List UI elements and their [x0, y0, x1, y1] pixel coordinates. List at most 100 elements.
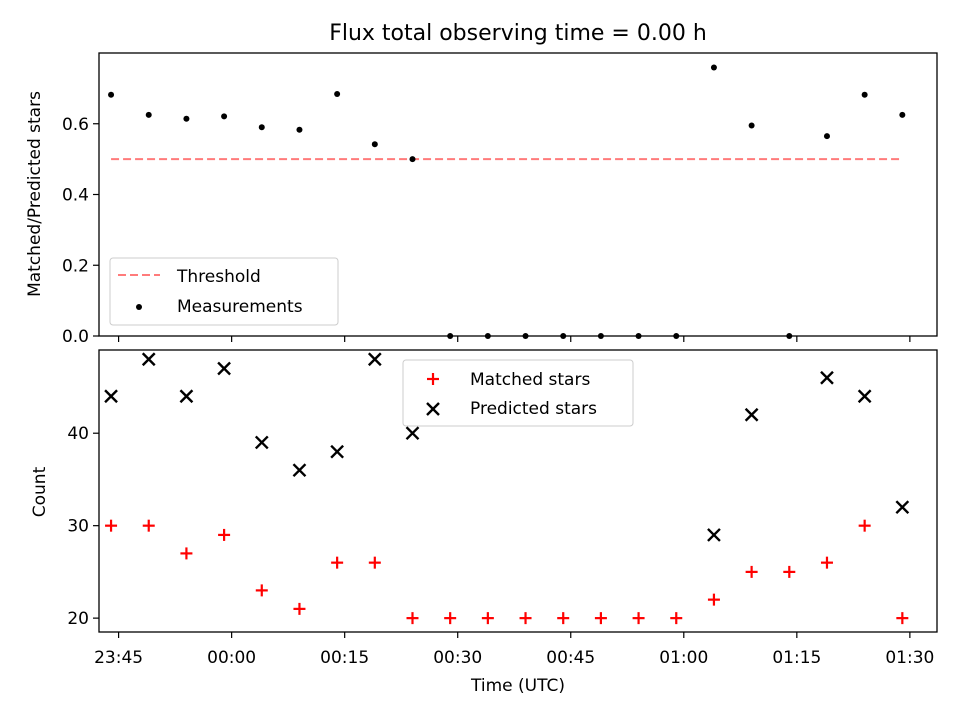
- matched-stars-point: [745, 565, 758, 578]
- matched-stars-point: [594, 612, 607, 625]
- bottom-xtick-label: 00:00: [207, 648, 256, 668]
- measurement-point: [560, 333, 567, 339]
- measurement-point: [899, 111, 906, 118]
- bottom-ytick-label: 20: [67, 609, 89, 629]
- measurement-point: [522, 333, 529, 339]
- measurement-point: [371, 141, 378, 148]
- matched-stars-point: [632, 612, 645, 625]
- predicted-stars-point: [895, 500, 910, 515]
- top-ytick-label: 0.4: [62, 186, 89, 206]
- top-ytick-label: 0.0: [62, 327, 89, 347]
- chart-title: Flux total observing time = 0.00 h: [329, 21, 707, 46]
- matched-stars-point: [670, 612, 683, 625]
- matched-stars-point: [293, 602, 306, 615]
- measurement-point: [597, 333, 604, 339]
- top-plot: 0.0 0.2 0.4 0.6 Threshold Measurements: [62, 52, 938, 347]
- predicted-stars-point: [292, 463, 307, 478]
- predicted-stars-point-b: [744, 407, 759, 422]
- top-ytick-label: 0.6: [62, 115, 89, 135]
- bottom-ylabel: Count: [30, 466, 50, 517]
- measurement-point: [258, 124, 265, 131]
- bottom-ytick-label: 40: [67, 424, 89, 444]
- bottom-axes-frame: [98, 349, 938, 633]
- matched-stars-point: [180, 547, 193, 560]
- predicted-stars-point: [744, 407, 759, 422]
- predicted-stars-point: [330, 444, 344, 459]
- top-ytick-label: 0.2: [62, 256, 89, 276]
- predicted-stars-point-b: [254, 435, 269, 450]
- predicted-stars-point-b: [367, 352, 382, 367]
- legend-measurements-swatch: [136, 304, 142, 310]
- predicted-stars-point-b: [330, 444, 344, 459]
- bottom-xtick-label: 23:45: [94, 648, 143, 668]
- matched-stars-point: [255, 584, 268, 597]
- predicted-stars-point: [405, 426, 420, 441]
- measurement-point: [786, 333, 793, 339]
- matched-stars-point: [481, 612, 494, 625]
- matched-stars-point: [783, 565, 796, 578]
- legend-measurements-label: Measurements: [177, 297, 303, 317]
- predicted-stars-point: [367, 352, 382, 367]
- bottom-xtick-label: 00:45: [546, 648, 595, 668]
- measurement-point: [484, 333, 491, 339]
- predicted-stars-point: [141, 352, 156, 367]
- matched-stars-point: [519, 612, 532, 625]
- bottom-xtick-label: 01:30: [885, 648, 934, 668]
- bottom-legend: Matched stars Predicted stars: [402, 359, 634, 427]
- predicted-stars-point-b: [895, 500, 910, 515]
- measurement-point: [823, 133, 830, 140]
- top-legend-box: [109, 257, 339, 326]
- bottom-xlabel: Time (UTC): [470, 676, 565, 696]
- bottom-plot: 20 30 40 23:45 00:00 00:15 00:30 00:45 01:00 01:1…: [67, 349, 938, 668]
- bottom-xtick-label: 01:00: [659, 648, 708, 668]
- measurement-point: [748, 122, 755, 129]
- predicted-stars-point: [104, 389, 118, 404]
- predicted-stars-point-b: [857, 389, 872, 404]
- legend-matched-label: Matched stars: [470, 370, 590, 390]
- measurement-point: [447, 333, 454, 339]
- predicted-stars-point: [217, 361, 231, 376]
- bottom-xtick-label: 00:30: [433, 648, 482, 668]
- bottom-xtick-label: 01:15: [772, 648, 821, 668]
- measurement-point: [183, 115, 190, 122]
- matched-stars-point: [142, 519, 155, 532]
- measurement-point: [296, 126, 303, 133]
- matched-stars-point: [105, 519, 118, 532]
- bottom-legend-box: [402, 359, 634, 427]
- matched-stars-point: [444, 612, 457, 625]
- matched-stars-point: [331, 556, 344, 569]
- predicted-stars-point-b: [179, 389, 194, 404]
- matched-stars-point: [218, 528, 231, 541]
- legend-predicted-label: Predicted stars: [470, 399, 597, 419]
- predicted-stars-point-b: [141, 352, 156, 367]
- predicted-stars-point-b: [707, 528, 721, 542]
- predicted-stars-point: [179, 389, 194, 404]
- matched-stars-point: [707, 593, 720, 606]
- matched-stars-point: [820, 556, 833, 569]
- bottom-ytick-label: 30: [67, 517, 89, 537]
- legend-matched-swatch: [427, 373, 439, 385]
- predicted-stars-point: [820, 370, 834, 385]
- matched-stars-point: [858, 519, 871, 532]
- matched-stars-point: [368, 556, 381, 569]
- bottom-xtick-label: 00:15: [320, 648, 369, 668]
- measurement-point: [145, 111, 152, 118]
- top-ylabel: Matched/Predicted stars: [25, 91, 45, 297]
- measurement-point: [108, 91, 115, 98]
- predicted-stars-point: [857, 389, 872, 404]
- top-legend: Threshold Measurements: [109, 257, 339, 326]
- measurement-point: [710, 64, 717, 71]
- predicted-stars-point-b: [292, 463, 307, 478]
- predicted-stars-point-b: [820, 370, 834, 385]
- predicted-stars-point: [254, 435, 269, 450]
- predicted-stars-point: [707, 528, 721, 542]
- matched-stars-point: [557, 612, 570, 625]
- legend-predicted-swatch-b: [426, 402, 440, 416]
- measurement-point: [221, 113, 228, 120]
- measurement-point: [673, 333, 680, 339]
- predicted-stars-point-b: [217, 361, 231, 376]
- predicted-stars-point-b: [104, 389, 118, 404]
- measurement-point: [635, 333, 642, 339]
- measurement-point: [334, 91, 341, 98]
